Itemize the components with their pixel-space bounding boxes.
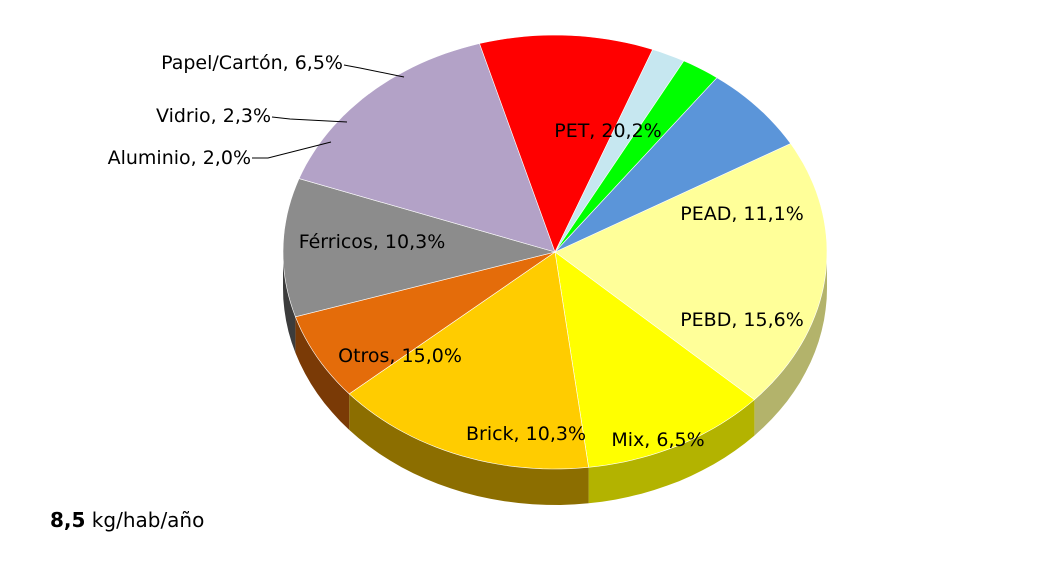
data-label-pead: PEAD, 11,1% <box>680 203 804 225</box>
pie-top-layer <box>282 34 828 470</box>
slice-otros <box>298 43 556 253</box>
slice-side-brick <box>283 252 296 353</box>
data-label-otros: Otros, 15,0% <box>338 345 462 367</box>
data-label-vidrio: Vidrio, 2,3% <box>156 105 271 127</box>
pie-side-layer <box>283 252 827 505</box>
data-label-papel-carton: Papel/Cartón, 6,5% <box>161 52 343 74</box>
data-label-mix: Mix, 6,5% <box>611 429 704 451</box>
data-label-brick: Brick, 10,3% <box>466 423 586 445</box>
data-label-ferricos: Férricos, 10,3% <box>299 231 446 253</box>
slice-side-pead <box>588 399 755 504</box>
slice-mix <box>294 251 556 395</box>
slice-pet <box>554 143 828 400</box>
footnote-unit: kg/hab/año <box>91 508 205 532</box>
slice-ferricos <box>479 34 654 253</box>
data-label-pebd: PEBD, 15,6% <box>680 309 804 331</box>
slice-labels: PET, 20,2% PEAD, 11,1% PEBD, 15,6% Mix, 6,5… <box>108 52 804 451</box>
leader-line-aluminio <box>252 141 332 159</box>
slice-side-pet <box>754 252 827 436</box>
data-label-aluminio: Aluminio, 2,0% <box>108 147 251 169</box>
slice-side-pebd <box>349 393 589 505</box>
slice-pebd <box>348 251 589 470</box>
leader-line-vidrio <box>271 116 348 123</box>
slice-vidrio <box>554 60 718 253</box>
data-label-pet: PET, 20,2% <box>554 120 662 142</box>
slice-brick <box>282 178 557 318</box>
leader-line-papel-carton <box>343 64 405 78</box>
slice-side-mix <box>295 316 350 430</box>
slice-pead <box>554 251 755 468</box>
footnote-value: 8,5 <box>50 508 86 532</box>
slice-papel-carton <box>554 77 792 253</box>
leader-lines <box>252 64 405 159</box>
footnote: 8,5 kg/hab/año <box>50 508 204 532</box>
